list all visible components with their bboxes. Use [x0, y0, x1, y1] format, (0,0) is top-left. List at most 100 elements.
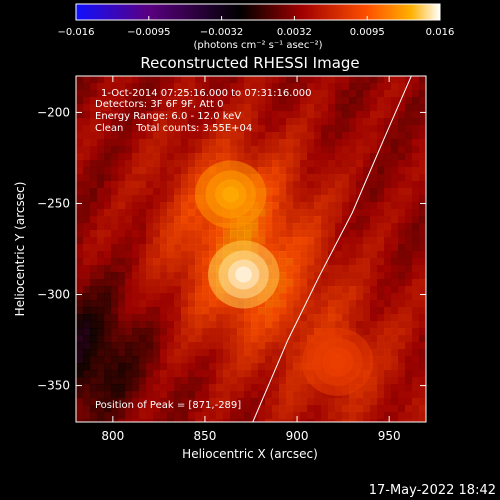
heatmap-cell	[104, 111, 112, 119]
heatmap-cell	[160, 216, 168, 224]
heatmap-cell	[412, 237, 420, 245]
heatmap-cell	[300, 97, 308, 105]
heatmap-cell	[265, 132, 273, 140]
heatmap-cell	[391, 328, 399, 336]
heatmap-cell	[83, 244, 91, 252]
heatmap-cell	[307, 237, 315, 245]
heatmap-cell	[405, 335, 413, 343]
heatmap-cell	[230, 76, 238, 84]
heatmap-cell	[237, 391, 245, 399]
heatmap-cell	[356, 244, 364, 252]
heatmap-cell	[293, 405, 301, 413]
heatmap-cell	[174, 307, 182, 315]
heatmap-cell	[293, 356, 301, 364]
heatmap-cell	[125, 363, 133, 371]
heatmap-cell	[307, 286, 315, 294]
heatmap-cell	[412, 370, 420, 378]
heatmap-cell	[76, 391, 84, 399]
heatmap-cell	[139, 216, 147, 224]
heatmap-cell	[209, 125, 217, 133]
heatmap-cell	[307, 314, 315, 322]
heatmap-cell	[279, 335, 287, 343]
heatmap-cell	[251, 83, 259, 91]
heatmap-cell	[377, 377, 385, 385]
heatmap-cell	[111, 97, 119, 105]
heatmap-cell	[139, 118, 147, 126]
heatmap-cell	[118, 335, 126, 343]
heatmap-cell	[146, 167, 154, 175]
heatmap-cell	[146, 293, 154, 301]
heatmap-cell	[188, 230, 196, 238]
heatmap-cell	[377, 272, 385, 280]
heatmap-cell	[328, 195, 336, 203]
heatmap-cell	[118, 377, 126, 385]
heatmap-cell	[97, 202, 105, 210]
heatmap-cell	[314, 300, 322, 308]
heatmap-cell	[300, 188, 308, 196]
heatmap-cell	[188, 321, 196, 329]
heatmap-cell	[300, 300, 308, 308]
heatmap-cell	[398, 321, 406, 329]
heatmap-cell	[188, 237, 196, 245]
heatmap-cell	[314, 293, 322, 301]
heatmap-cell	[146, 244, 154, 252]
heatmap-cell	[230, 342, 238, 350]
heatmap-cell	[293, 314, 301, 322]
heatmap-cell	[286, 363, 294, 371]
heatmap-cell	[405, 76, 413, 84]
heatmap-cell	[349, 83, 357, 91]
heatmap-cell	[412, 83, 420, 91]
heatmap-cell	[258, 405, 266, 413]
heatmap-cell	[258, 237, 266, 245]
heatmap-cell	[279, 412, 287, 420]
heatmap-cell	[314, 118, 322, 126]
heatmap-cell	[314, 174, 322, 182]
heatmap-cell	[377, 335, 385, 343]
heatmap-cell	[349, 279, 357, 287]
heatmap-cell	[139, 209, 147, 217]
heatmap-cell	[405, 125, 413, 133]
heatmap-cell	[391, 405, 399, 413]
heatmap-cell	[160, 258, 168, 266]
heatmap-cell	[153, 90, 161, 98]
heatmap-cell	[279, 258, 287, 266]
heatmap-cell	[104, 377, 112, 385]
heatmap-cell	[244, 314, 252, 322]
heatmap-cell	[279, 223, 287, 231]
heatmap-cell	[244, 384, 252, 392]
heatmap-cell	[363, 391, 371, 399]
heatmap-cell	[405, 258, 413, 266]
heatmap-cell	[76, 370, 84, 378]
heatmap-cell	[293, 237, 301, 245]
heatmap-cell	[223, 328, 231, 336]
heatmap-cell	[412, 223, 420, 231]
heatmap-cell	[356, 111, 364, 119]
heatmap-cell	[188, 97, 196, 105]
heatmap-cell	[139, 377, 147, 385]
heatmap-cell	[391, 272, 399, 280]
heatmap-cell	[307, 405, 315, 413]
heatmap-cell	[146, 314, 154, 322]
heatmap-cell	[293, 230, 301, 238]
heatmap-cell	[216, 104, 224, 112]
heatmap-cell	[223, 391, 231, 399]
heatmap-cell	[286, 286, 294, 294]
heatmap-cell	[300, 125, 308, 133]
heatmap-cell	[83, 342, 91, 350]
heatmap-cell	[118, 363, 126, 371]
y-tick-label: −350	[37, 379, 70, 393]
heatmap-cell	[300, 174, 308, 182]
heatmap-cell	[125, 118, 133, 126]
heatmap-cell	[174, 405, 182, 413]
heatmap-cell	[349, 202, 357, 210]
heatmap-cell	[251, 307, 259, 315]
heatmap-cell	[104, 244, 112, 252]
heatmap-cell	[328, 419, 336, 422]
heatmap-cell	[349, 139, 357, 147]
heatmap-cell	[139, 356, 147, 364]
heatmap-cell	[286, 251, 294, 259]
heatmap-cell	[181, 202, 189, 210]
heatmap-cell	[146, 279, 154, 287]
heatmap-cell	[146, 272, 154, 280]
heatmap-cell	[349, 160, 357, 168]
